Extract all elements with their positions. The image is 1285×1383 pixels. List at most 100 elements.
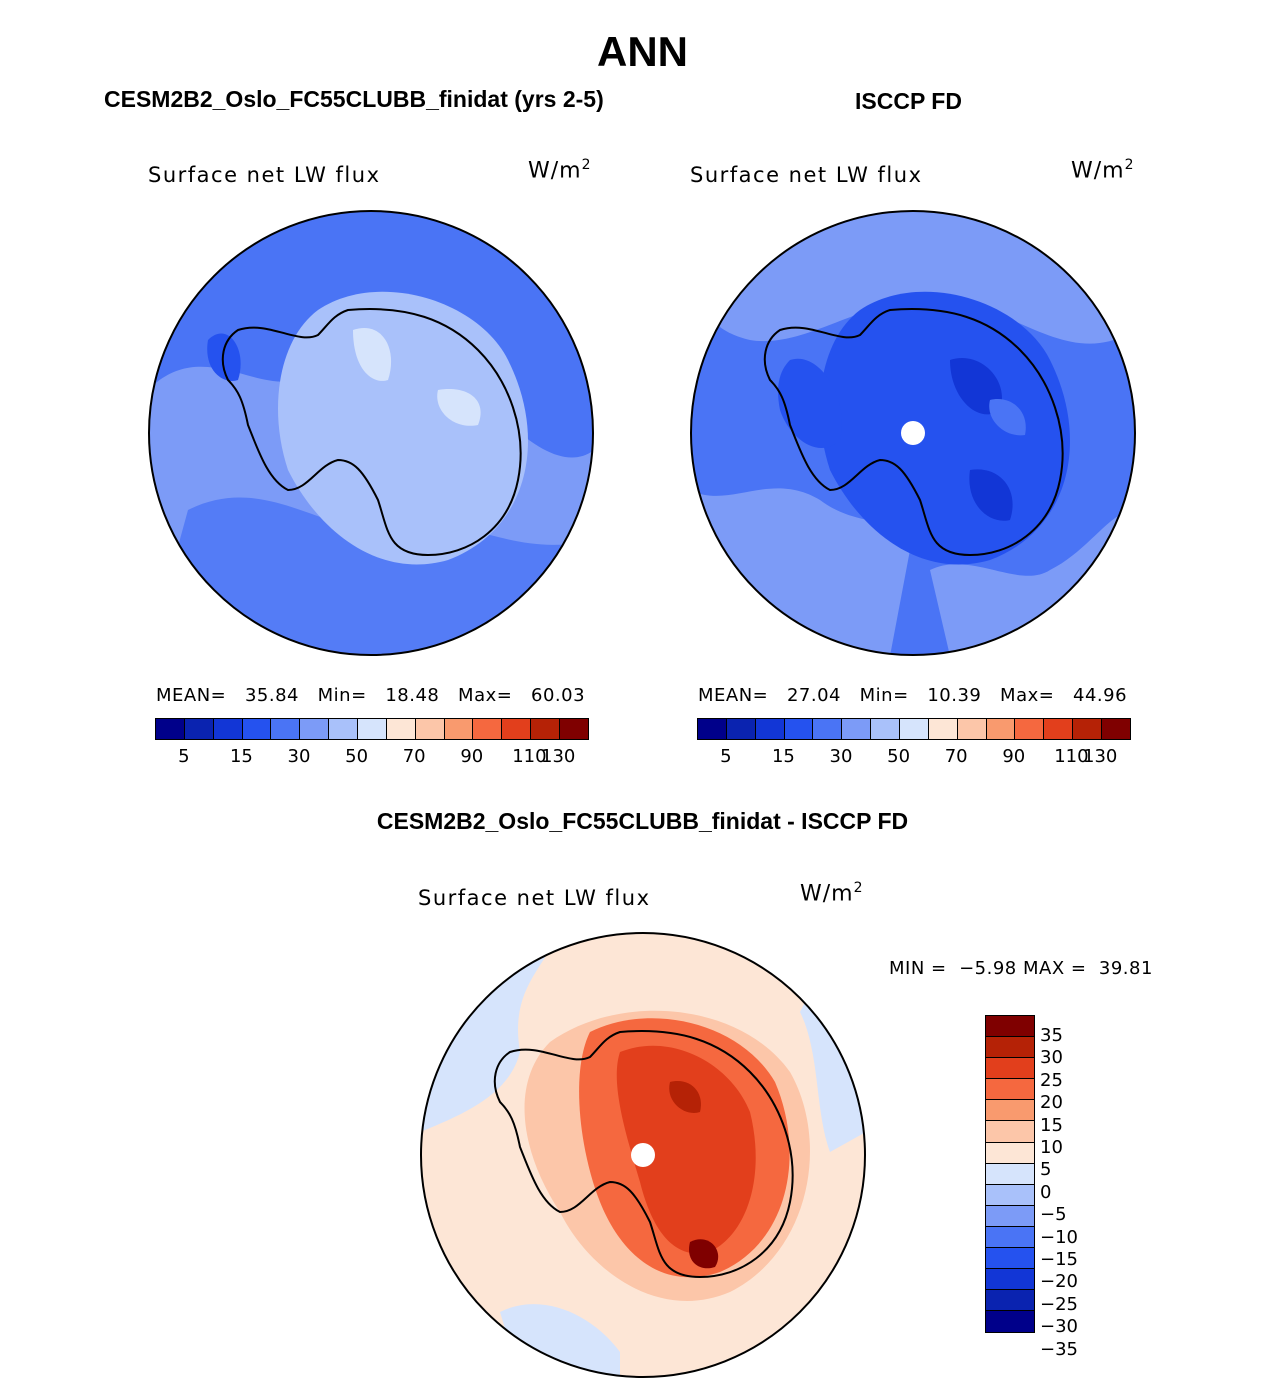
- model-field-continent: [278, 291, 528, 565]
- model-panel-title: CESM2B2_Oslo_FC55CLUBB_finidat (yrs 2-5): [104, 86, 604, 112]
- model-colorbar-swatch: [300, 719, 330, 739]
- model-variable-label: Surface net LW flux: [148, 163, 381, 187]
- model-field-highlight-1: [353, 328, 392, 381]
- diff-colorbar-tick: 0: [1040, 1181, 1052, 1203]
- model-colorbar-swatch: [358, 719, 387, 739]
- model-colorbar-ticks: 5 15 30 50 70 90 110 130: [155, 746, 587, 768]
- obs-map-boundary: [690, 210, 1136, 656]
- diff-colorbar-swatch: [986, 1142, 1034, 1164]
- diff-colorbar-ticks: 35 30 25 20 15 10 5 0 −5 −10 −15 −20 −25 −30 −35: [1040, 1015, 1120, 1360]
- obs-colorbar-swatch: [1044, 719, 1074, 739]
- diff-colorbar-swatch: [986, 1016, 1034, 1038]
- obs-polar-map: [690, 210, 1136, 656]
- obs-variable-label: Surface net LW flux: [690, 163, 923, 187]
- obs-colorbar-swatch: [900, 719, 929, 739]
- model-colorbar-swatch: [184, 719, 214, 739]
- obs-colorbar-ticks: 5 15 30 50 70 90 110 130: [697, 746, 1129, 768]
- obs-colorbar-swatch: [755, 719, 785, 739]
- diff-pole-gap: [631, 1143, 655, 1167]
- diff-colorbar-tick: 5: [1040, 1159, 1052, 1181]
- obs-stats: MEAN= 27.04 Min= 10.39 Max= 44.96: [698, 685, 1128, 706]
- obs-colorbar-swatch: [957, 719, 987, 739]
- model-units: W/m2: [528, 157, 592, 184]
- obs-colorbar-swatch: [871, 719, 901, 739]
- diff-colorbar-swatch: [986, 1058, 1034, 1080]
- model-colorbar-swatch: [329, 719, 359, 739]
- diff-field-pos-core: [616, 1045, 756, 1254]
- model-map-boundary: [148, 210, 594, 656]
- obs-colorbar-swatch: [1073, 719, 1103, 739]
- model-colorbar-tick: 130: [541, 746, 576, 767]
- obs-coastline: [763, 308, 1064, 557]
- model-colorbar-swatch: [271, 719, 301, 739]
- model-colorbar-tick: 50: [345, 746, 369, 767]
- diff-colorbar-tick: 30: [1040, 1047, 1063, 1069]
- obs-colorbar-swatch: [1015, 719, 1045, 739]
- model-colorbar-swatch: [213, 719, 243, 739]
- diff-colorbar-swatch: [986, 1163, 1034, 1185]
- obs-colorbar-swatch: [928, 719, 958, 739]
- model-colorbar-swatch: [560, 719, 588, 739]
- obs-colorbar: [697, 718, 1131, 740]
- diff-colorbar-swatch: [986, 1248, 1034, 1270]
- obs-colorbar-swatch: [1102, 719, 1130, 739]
- diff-coastline: [493, 1030, 794, 1279]
- diff-colorbar-swatch: [986, 1184, 1034, 1206]
- obs-pole-gap: [901, 421, 925, 445]
- diff-colorbar-tick: −15: [1040, 1249, 1078, 1270]
- diff-units: W/m2: [800, 880, 864, 907]
- obs-colorbar-swatch: [842, 719, 872, 739]
- obs-field-dark-1: [950, 358, 1002, 415]
- diff-field-pos-high: [669, 1081, 701, 1113]
- diff-colorbar-swatch: [986, 1121, 1034, 1143]
- obs-colorbar-tick: 110: [1054, 746, 1089, 767]
- obs-field-dark-2: [969, 469, 1013, 521]
- diff-colorbar-tick: 15: [1040, 1114, 1063, 1136]
- obs-colorbar-swatch: [726, 719, 756, 739]
- model-colorbar-tick: 90: [460, 746, 484, 767]
- obs-colorbar-swatch: [986, 719, 1016, 739]
- diff-map-boundary: [420, 932, 866, 1378]
- obs-units: W/m2: [1071, 157, 1135, 184]
- model-colorbar-swatch: [415, 719, 445, 739]
- model-colorbar-swatch: [473, 719, 503, 739]
- model-colorbar: [155, 718, 589, 740]
- obs-colorbar-swatch: [784, 719, 814, 739]
- diff-colorbar-tick: −25: [1040, 1293, 1078, 1315]
- obs-colorbar-tick: 90: [1002, 746, 1026, 767]
- diff-stats: MIN = −5.98 MAX = 39.81: [889, 958, 1153, 979]
- model-field-peninsula: [207, 333, 241, 381]
- obs-colorbar-tick: 15: [771, 746, 795, 767]
- model-colorbar-tick: 70: [402, 746, 426, 767]
- diff-field-neg-east: [800, 992, 865, 1152]
- model-coastline: [221, 308, 522, 557]
- diff-field-pos-max: [689, 1239, 719, 1269]
- diff-colorbar-tick: −5: [1040, 1204, 1067, 1226]
- diff-colorbar-tick: 20: [1040, 1092, 1063, 1114]
- diff-variable-label: Surface net LW flux: [418, 886, 651, 910]
- diff-colorbar-tick: 25: [1040, 1069, 1063, 1091]
- model-colorbar-swatch: [531, 719, 561, 739]
- diff-colorbar-swatch: [986, 1079, 1034, 1101]
- model-colorbar-swatch: [242, 719, 272, 739]
- model-field-highlight-2: [437, 389, 481, 426]
- model-colorbar-swatch: [444, 719, 474, 739]
- obs-colorbar-tick: 70: [944, 746, 968, 767]
- diff-polar-map: [420, 932, 866, 1378]
- model-colorbar-swatch: [156, 719, 185, 739]
- obs-colorbar-tick: 5: [720, 746, 732, 767]
- model-colorbar-tick: 5: [178, 746, 190, 767]
- model-colorbar-tick: 30: [287, 746, 311, 767]
- model-colorbar-tick: 15: [229, 746, 253, 767]
- diff-colorbar-tick: 35: [1040, 1025, 1063, 1046]
- model-colorbar-swatch: [386, 719, 416, 739]
- diff-colorbar-swatch: [986, 1311, 1034, 1333]
- model-colorbar-swatch: [502, 719, 532, 739]
- diff-panel-title: CESM2B2_Oslo_FC55CLUBB_finidat - ISCCP F…: [376, 808, 909, 834]
- diff-colorbar-swatch: [986, 1290, 1034, 1312]
- model-polar-map: [148, 210, 594, 656]
- diff-colorbar-swatch: [986, 1100, 1034, 1122]
- diff-colorbar-swatch: [986, 1269, 1034, 1291]
- diff-colorbar-swatch: [986, 1205, 1034, 1227]
- diff-colorbar-tick: −10: [1040, 1226, 1078, 1248]
